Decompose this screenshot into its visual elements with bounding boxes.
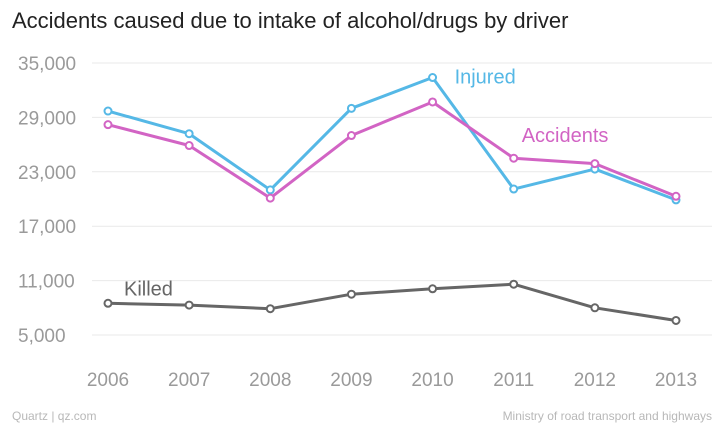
data-point-killed	[265, 304, 275, 314]
x-tick-label: 2010	[411, 370, 453, 391]
data-point-accidents	[671, 191, 681, 201]
data-point-killed	[346, 289, 356, 299]
x-tick-label: 2012	[574, 370, 616, 391]
x-axis: 2006 2007 2008 2009 2010 2011 2012 2013	[87, 370, 697, 391]
data-point-injured	[184, 129, 194, 139]
y-tick-label: 35,000	[18, 54, 76, 75]
y-tick-label: 29,000	[18, 108, 76, 129]
data-point-accidents	[103, 120, 113, 130]
grid	[92, 62, 712, 336]
series-group	[103, 73, 681, 325]
data-point-accidents	[184, 141, 194, 151]
y-tick-label: 23,000	[18, 163, 76, 184]
data-point-injured	[265, 185, 275, 195]
data-point-killed	[428, 284, 438, 294]
data-point-killed	[509, 279, 519, 289]
x-tick-label: 2013	[655, 370, 697, 391]
data-point-killed	[671, 315, 681, 325]
footer-credit: Quartz | qz.com	[12, 409, 97, 423]
x-tick-label: 2011	[493, 370, 534, 391]
y-tick-label: 11,000	[18, 272, 75, 293]
x-tick-label: 2009	[330, 370, 372, 391]
data-point-killed	[184, 300, 194, 310]
data-point-accidents	[590, 159, 600, 169]
data-point-accidents	[265, 193, 275, 203]
data-point-killed	[103, 298, 113, 308]
data-point-killed	[590, 303, 600, 313]
data-point-injured	[509, 184, 519, 194]
footer-source: Ministry of road transport and highways	[502, 409, 712, 423]
series-line-killed	[106, 282, 678, 322]
data-point-accidents	[346, 131, 356, 141]
series-line-accidents	[106, 100, 678, 200]
series-line-injured	[106, 76, 678, 202]
data-point-injured	[103, 106, 113, 116]
x-tick-label: 2008	[249, 370, 291, 391]
series-label-accidents: Accidents	[522, 125, 609, 147]
chart-title: Accidents caused due to intake of alcoho…	[12, 8, 569, 33]
data-point-injured	[346, 103, 356, 113]
series-labels: Injured Accidents Killed	[124, 67, 608, 301]
data-point-injured	[428, 73, 438, 83]
y-tick-label: 5,000	[18, 326, 66, 347]
data-point-accidents	[428, 97, 438, 107]
data-point-accidents	[509, 153, 519, 163]
y-axis: 35,000 29,000 23,000 17,000 11,000 5,000	[18, 54, 76, 347]
series-label-killed: Killed	[124, 278, 173, 300]
x-tick-label: 2007	[168, 370, 210, 391]
series-label-injured: Injured	[455, 67, 516, 89]
y-tick-label: 17,000	[18, 217, 76, 238]
x-tick-label: 2006	[87, 370, 129, 391]
